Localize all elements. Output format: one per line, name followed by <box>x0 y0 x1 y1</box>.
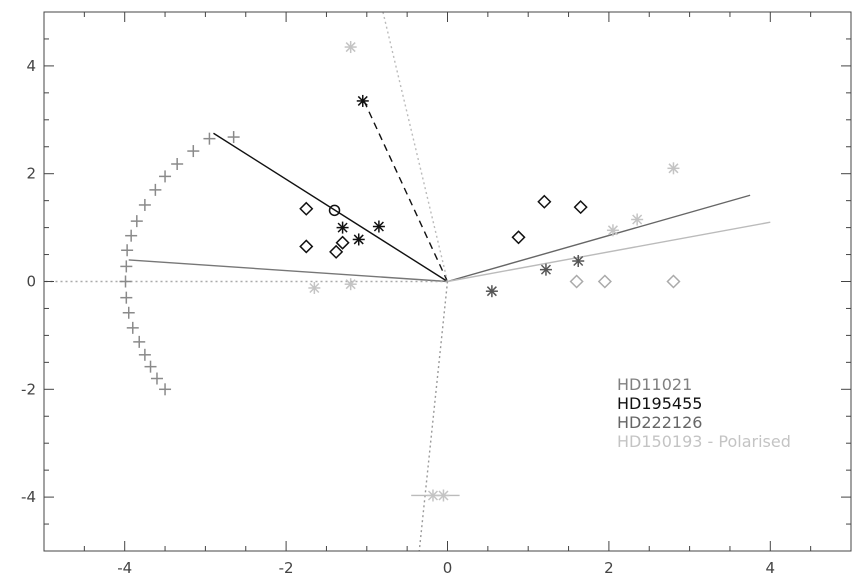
data-point <box>372 220 385 233</box>
arc-point <box>144 360 157 373</box>
data-point <box>426 489 439 502</box>
arc-point <box>203 132 216 145</box>
arc-point <box>187 145 200 158</box>
y-tick-label: 2 <box>26 165 36 183</box>
data-point <box>569 274 584 289</box>
fit-line <box>447 194 751 283</box>
arc-point <box>126 321 139 334</box>
y-tick-label: 4 <box>26 57 36 75</box>
data-point <box>573 200 588 215</box>
x-tick-label: 2 <box>604 559 614 577</box>
arc-point <box>159 383 172 396</box>
arc-point <box>171 157 184 170</box>
data-point <box>537 194 552 209</box>
data-point <box>344 41 357 54</box>
x-tick-label: -4 <box>117 559 132 577</box>
arc-point <box>120 260 133 273</box>
data-point <box>328 204 341 217</box>
data-point <box>667 162 680 175</box>
legend-entry: HD195455 <box>617 394 702 413</box>
plot-layer <box>44 11 771 552</box>
data-point <box>308 281 321 294</box>
x-tick-label: 0 <box>443 559 453 577</box>
data-point <box>485 285 498 298</box>
data-point <box>511 230 526 245</box>
data-point <box>299 201 314 216</box>
arc-point <box>125 229 138 242</box>
y-tick-label: -4 <box>21 488 36 506</box>
data-point <box>539 263 552 276</box>
data-point <box>597 274 612 289</box>
axes-layer: -4 -2 0 2 4 -4 -2 0 2 4 <box>21 11 852 577</box>
data-point <box>437 489 450 502</box>
data-point <box>666 274 681 289</box>
y-tick-label: -2 <box>21 380 36 398</box>
arc-point <box>130 215 143 228</box>
legend-entry: HD222126 <box>617 413 702 432</box>
data-point <box>336 221 349 234</box>
y-tick-label: 0 <box>26 273 36 291</box>
data-point <box>356 94 369 107</box>
fit-line <box>362 97 449 282</box>
legend-entry: HD150193 - Polarised <box>617 432 791 451</box>
arc-point <box>121 244 134 257</box>
arc-point <box>227 131 240 144</box>
arc-point <box>138 198 151 211</box>
data-point <box>631 213 644 226</box>
x-tick-label: -2 <box>279 559 294 577</box>
arc-point <box>133 335 146 348</box>
arc-point <box>119 275 132 288</box>
fit-line <box>418 281 449 552</box>
x-tick-label: 4 <box>766 559 776 577</box>
arc-point <box>149 183 162 196</box>
fit-line <box>128 259 448 283</box>
fit-line <box>447 221 771 283</box>
data-point <box>572 255 585 268</box>
data-point <box>344 278 357 291</box>
arc-point <box>122 306 135 319</box>
data-point <box>329 244 344 259</box>
arc-point <box>150 372 163 385</box>
arc-point <box>138 348 151 361</box>
legend-entry: HD11021 <box>617 375 692 394</box>
data-point <box>352 233 365 246</box>
data-point <box>299 239 314 254</box>
data-point <box>606 224 619 237</box>
data-point <box>335 235 350 250</box>
arc-point <box>120 291 133 304</box>
arc-point <box>159 170 172 183</box>
fit-line <box>382 11 449 282</box>
